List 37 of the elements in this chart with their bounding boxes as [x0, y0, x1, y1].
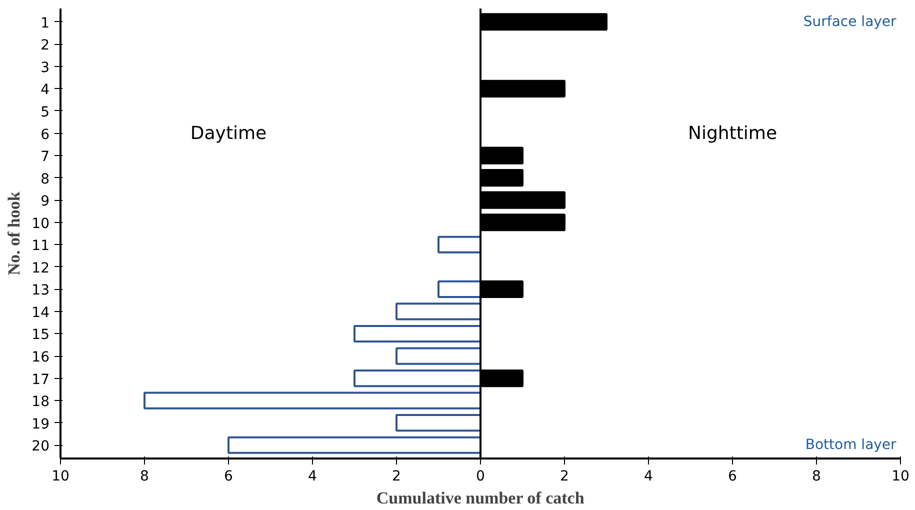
- annotation: Daytime: [190, 122, 267, 144]
- y-tick-label: 4: [40, 82, 50, 98]
- y-axis-title: No. of hook: [4, 191, 24, 276]
- x-tick-label: 8: [140, 468, 149, 484]
- y-tick-label: 10: [32, 216, 50, 232]
- x-tick-label: 6: [224, 468, 234, 484]
- y-tick-label: 7: [40, 149, 50, 166]
- y-tick-label: 18: [32, 394, 50, 410]
- x-tick-label: 6: [728, 468, 738, 484]
- x-tick-label: 4: [644, 468, 654, 484]
- y-tick-label: 1: [40, 15, 50, 32]
- x-tick-label: 10: [892, 468, 910, 484]
- x-tick-label: 10: [52, 468, 70, 484]
- y-tick-label: 14: [32, 304, 50, 321]
- x-axis-title: Cumulative number of catch: [376, 488, 585, 508]
- annotation: Bottom layer: [805, 437, 897, 454]
- y-tick-label: 16: [32, 350, 50, 366]
- y-tick-label: 9: [40, 194, 50, 210]
- y-tick-label: 5: [40, 104, 50, 120]
- y-tick-label: 15: [32, 327, 50, 344]
- y-tick-label: 11: [32, 238, 50, 254]
- y-tick-label: 3: [40, 60, 50, 76]
- y-tick-label: 6: [40, 126, 50, 143]
- y-tick-label: 20: [32, 438, 50, 455]
- y-tick-label: 19: [32, 416, 50, 432]
- y-tick-label: 8: [40, 171, 50, 188]
- x-tick-label: 2: [392, 468, 401, 484]
- annotation: Nighttime: [688, 122, 778, 144]
- y-tick-label: 17: [32, 372, 50, 388]
- y-tick-label: 13: [32, 282, 50, 299]
- y-tick-label: 2: [40, 38, 50, 54]
- x-tick-label: 8: [812, 468, 821, 484]
- x-tick-label: 2: [560, 468, 569, 484]
- y-tick-label: 12: [32, 260, 50, 276]
- x-tick-label: 0: [476, 468, 485, 484]
- annotation: Surface layer: [803, 14, 897, 30]
- x-tick-label: 4: [308, 468, 318, 484]
